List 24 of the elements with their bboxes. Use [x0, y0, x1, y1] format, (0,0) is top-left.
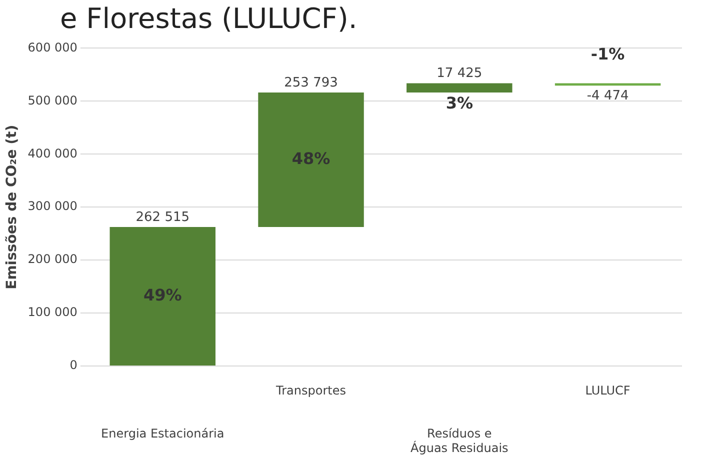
y-tick-label: 0 — [70, 358, 78, 372]
x-tick-label: Energia Estacionária — [101, 426, 224, 441]
bar — [258, 92, 364, 227]
y-tick-label: 100 000 — [28, 305, 78, 320]
y-tick-label: 500 000 — [28, 93, 78, 108]
bar — [406, 83, 512, 93]
annotation: -1% — [590, 44, 625, 64]
annotation: 48% — [292, 148, 330, 168]
y-axis-title: Emissões de CO₂e (t) — [4, 124, 20, 290]
x-tick-label: Resíduos e Águas Residuais — [410, 426, 508, 455]
chart-title: e Florestas (LULUCF). — [60, 2, 358, 37]
annotation: 49% — [143, 286, 182, 305]
x-tick-label: LULUCF — [585, 383, 630, 398]
y-tick-label: 300 000 — [28, 199, 78, 214]
data-label: 262 515 — [136, 210, 190, 225]
y-tick-label: 200 000 — [28, 252, 78, 266]
x-tick-label: Transportes — [275, 383, 346, 398]
data-label: -4 474 — [586, 88, 629, 104]
data-label: 253 793 — [284, 75, 338, 90]
bar — [110, 226, 216, 366]
annotation: 3% — [446, 94, 473, 113]
y-tick-label: 400 000 — [28, 146, 78, 160]
data-label: 17 425 — [436, 66, 482, 82]
y-tick-label: 600 000 — [28, 40, 78, 54]
